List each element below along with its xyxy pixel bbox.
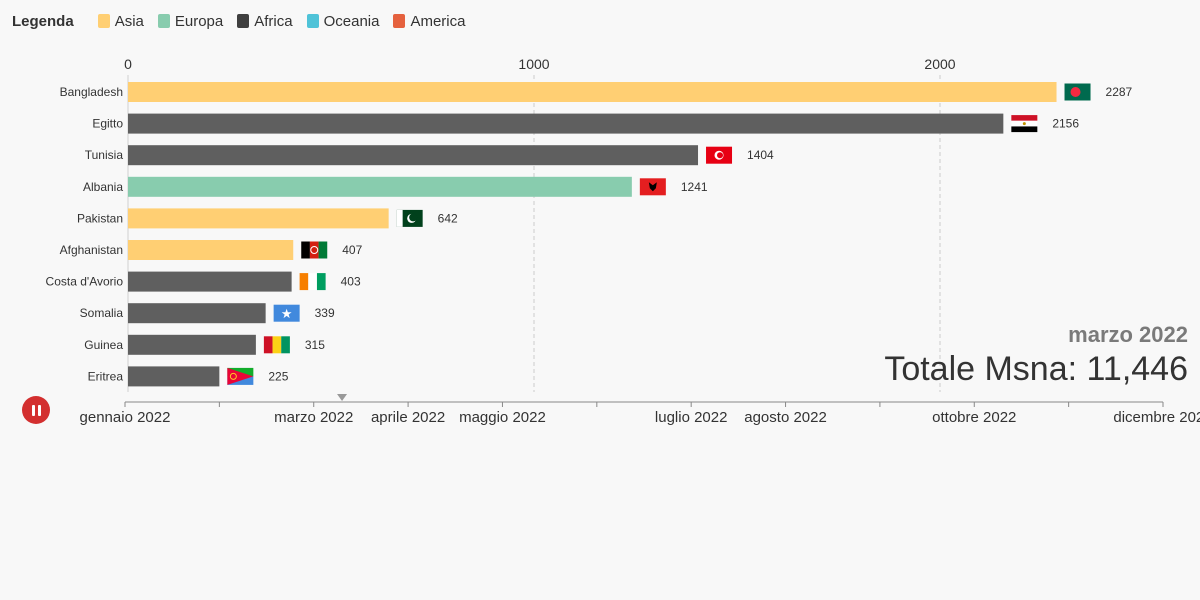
flag-part — [227, 367, 254, 385]
legend-swatch-europa — [157, 14, 170, 28]
category-label: Guinea — [84, 338, 123, 352]
flag-part — [1070, 87, 1081, 97]
flag-egypt-icon — [1011, 115, 1038, 133]
bar — [128, 334, 256, 355]
category-label: Pakistan — [77, 211, 123, 225]
flag-part — [409, 213, 418, 222]
timeline-label: gennaio 2022 — [80, 409, 171, 426]
flag-tunisia-icon — [706, 146, 733, 164]
flag-part — [310, 246, 319, 254]
timeline-label: agosto 2022 — [744, 409, 827, 426]
flag-part — [229, 372, 237, 380]
flag-bangladesh-icon — [1064, 83, 1091, 101]
legend-swatch-africa — [237, 14, 250, 28]
legend-swatch-america — [393, 14, 406, 28]
legend-item-africa[interactable]: Africa — [237, 12, 293, 30]
legend-label-asia: Asia — [114, 12, 144, 30]
x-tick-label: 0 — [124, 56, 132, 72]
timeline-handle[interactable] — [337, 394, 348, 401]
legend-label-africa: Africa — [254, 12, 293, 30]
legend-title: Legenda — [12, 12, 74, 30]
category-label: Afghanistan — [60, 243, 123, 257]
value-label: 315 — [305, 338, 325, 352]
flag-part — [281, 308, 292, 319]
category-label: Bangladesh — [60, 85, 123, 99]
pause-icon-bar — [37, 404, 41, 416]
bar — [128, 271, 292, 292]
category-label: Somalia — [80, 306, 124, 320]
flag-part — [318, 241, 328, 259]
bar — [128, 113, 1004, 134]
legend-item-america[interactable]: America — [393, 13, 465, 30]
bar — [128, 303, 266, 324]
flag-eritrea-icon — [227, 367, 254, 385]
flag-part — [281, 336, 290, 354]
legend-swatch-oceania — [306, 14, 319, 28]
x-tick-label: 2000 — [924, 56, 955, 72]
flag-part — [308, 273, 317, 291]
bar — [128, 176, 632, 197]
flag-somalia-icon — [273, 304, 300, 322]
category-label: Tunisia — [85, 148, 124, 162]
timeline-label: maggio 2022 — [459, 409, 546, 426]
bar — [128, 145, 699, 166]
flag-part — [309, 241, 319, 259]
x-tick-label: 1000 — [518, 56, 549, 72]
timeline-label: marzo 2022 — [274, 409, 353, 426]
flag-part — [1022, 122, 1026, 126]
category-label: Egitto — [92, 117, 123, 131]
timeline-label: ottobre 2022 — [932, 409, 1016, 426]
legend-item-asia[interactable]: Asia — [97, 12, 144, 30]
value-label: 2287 — [1106, 85, 1133, 99]
value-label: 225 — [268, 369, 288, 383]
flag-pakistan-icon — [396, 209, 423, 227]
period-label: marzo 2022 — [1068, 322, 1188, 347]
value-label: 2156 — [1052, 117, 1079, 131]
flag-ivory-coast-icon — [299, 273, 326, 291]
bar — [128, 366, 220, 387]
flag-guinea-icon — [263, 336, 290, 354]
flag-part — [1011, 126, 1038, 133]
value-label: 339 — [315, 306, 335, 320]
legend-label-america: America — [410, 12, 466, 30]
pause-icon — [31, 404, 35, 416]
flag-part — [1011, 115, 1038, 121]
legend-label-oceania: Oceania — [323, 12, 380, 30]
legend-swatch-asia — [97, 14, 110, 28]
bar — [128, 240, 294, 260]
flag-part — [648, 182, 657, 192]
category-label: Albania — [83, 180, 123, 194]
timeline-label: luglio 2022 — [655, 409, 728, 426]
pause-button[interactable] — [22, 396, 50, 424]
flag-part — [396, 209, 403, 227]
flag-part — [263, 336, 273, 354]
flag-albania-icon — [639, 178, 666, 196]
value-label: 407 — [342, 243, 362, 257]
category-label: Costa d'Avorio — [46, 275, 124, 289]
flag-part — [316, 273, 326, 291]
total-label: Totale Msna: 11,446 — [884, 350, 1188, 388]
flag-part — [301, 241, 310, 259]
bar — [128, 208, 389, 229]
legend-item-europa[interactable]: Europa — [157, 12, 224, 30]
bar — [128, 82, 1057, 102]
legend-item-oceania[interactable]: Oceania — [306, 12, 380, 30]
value-label: 1404 — [747, 148, 774, 162]
flag-part — [272, 336, 282, 354]
legend-label-europa: Europa — [174, 12, 224, 30]
value-label: 1241 — [681, 180, 708, 194]
flag-part — [717, 152, 724, 159]
timeline-label: dicembre 2022 — [1113, 409, 1200, 426]
value-label: 642 — [438, 211, 458, 225]
category-label: Eritrea — [88, 369, 124, 383]
timeline-label: aprile 2022 — [371, 409, 445, 426]
flag-part — [299, 273, 309, 291]
legend: Legenda Asia Europa Africa Oceania Ameri… — [12, 10, 465, 32]
value-label: 403 — [341, 275, 361, 289]
flag-afghanistan-icon — [301, 241, 328, 259]
